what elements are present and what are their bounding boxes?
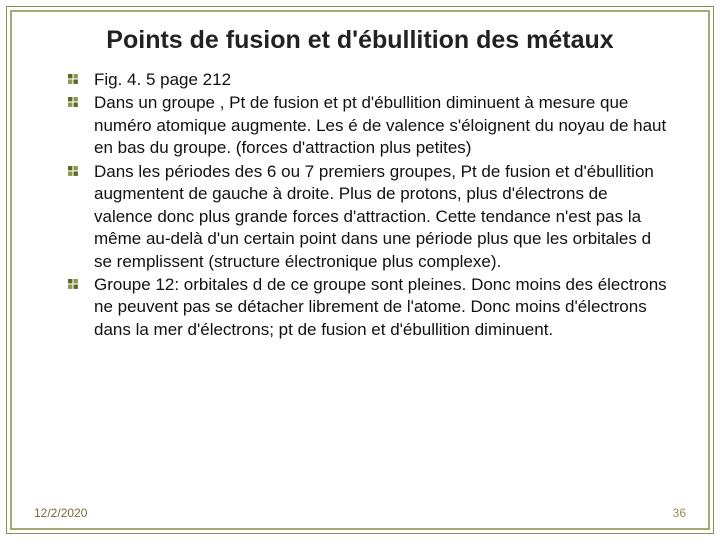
list-item: Groupe 12: orbitales d de ce groupe sont… [94, 274, 668, 341]
slide-title: Points de fusion et d'ébullition des mét… [42, 26, 678, 55]
bullet-icon [68, 74, 79, 85]
slide-footer: 12/2/2020 36 [34, 506, 686, 520]
bullet-icon [68, 279, 79, 290]
bullet-text: Fig. 4. 5 page 212 [94, 70, 231, 89]
bullet-icon [68, 97, 79, 108]
footer-date: 12/2/2020 [34, 506, 87, 520]
slide-inner-frame: Points de fusion et d'ébullition des mét… [10, 10, 710, 530]
footer-page-number: 36 [673, 506, 686, 520]
bullet-icon [68, 166, 79, 177]
slide-outer-frame: Points de fusion et d'ébullition des mét… [6, 6, 714, 534]
slide-content: Points de fusion et d'ébullition des mét… [12, 12, 708, 528]
bullet-text: Dans les périodes des 6 ou 7 premiers gr… [94, 162, 654, 271]
bullet-list: Fig. 4. 5 page 212 Dans un groupe , Pt d… [42, 69, 678, 341]
list-item: Dans un groupe , Pt de fusion et pt d'éb… [94, 92, 668, 159]
list-item: Dans les périodes des 6 ou 7 premiers gr… [94, 161, 668, 273]
list-item: Fig. 4. 5 page 212 [94, 69, 668, 91]
bullet-text: Dans un groupe , Pt de fusion et pt d'éb… [94, 93, 666, 157]
bullet-text: Groupe 12: orbitales d de ce groupe sont… [94, 275, 667, 339]
